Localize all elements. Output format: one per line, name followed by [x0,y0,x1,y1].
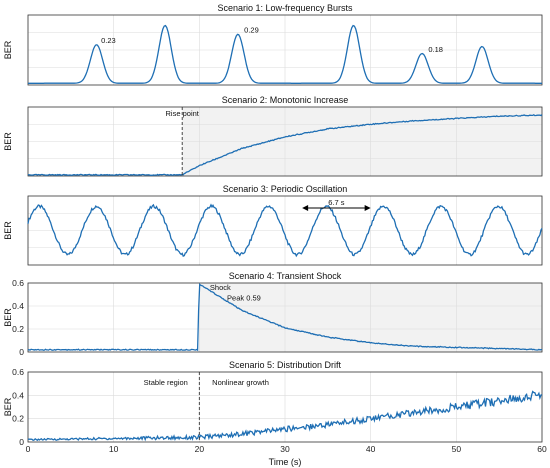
y-axis-label: BER [3,221,13,240]
region-label: Nonlinear growth [212,378,269,387]
y-tick-label: 0 [19,347,24,357]
x-tick-label: 20 [195,444,205,454]
x-axis-label: Time (s) [269,457,302,467]
y-tick-label: 0.4 [12,390,24,400]
annotation-label: Peak 0.59 [227,293,261,302]
y-tick-label: 0.6 [12,367,24,377]
series-line [27,203,543,258]
y-tick-label: 0.4 [12,301,24,311]
series-line [28,24,542,84]
panel-3: Scenario 3: Periodic Oscillation BER 6.7 s [3,184,543,266]
axes-frame [27,106,543,177]
series-line [28,390,543,442]
panel-title: Scenario 5: Distribution Drift [229,360,342,370]
period-arrow-right-head [364,205,371,211]
y-axis-label: BER [3,397,13,416]
y-axis-label: BER [3,40,13,59]
panel-4: 0 0.2 0.4 0.6 Scenario 4: Transient Shock BER… [3,271,543,357]
y-tick-label: 0.6 [12,278,24,288]
y-axis-label: BER [3,132,13,151]
x-tick-label: 50 [452,444,462,454]
axes-frame [27,371,543,443]
y-tick-label: 0.2 [12,324,24,334]
series-line [27,283,543,352]
axes-frame [27,282,543,353]
panel-5: 0 0.2 0.4 0.6 0 10 20 30 40 50 60 Scenario 5: Distr… [3,360,547,454]
period-label: 6.7 s [328,198,345,207]
y-tick-label: 0.2 [12,414,24,424]
y-tick-label: 0 [19,437,24,447]
axes-frame [27,14,543,86]
annotation-label: 0.29 [244,26,259,35]
panel-title: Scenario 3: Periodic Oscillation [223,184,348,194]
y-axis-label: BER [3,308,13,327]
x-tick-label: 30 [280,444,290,454]
annotation-label: Shock [210,283,231,292]
panel-title: Scenario 4: Transient Shock [229,271,342,281]
x-tick-label: 10 [109,444,119,454]
series-line [27,114,543,177]
period-arrow-left-head [302,205,309,211]
annotation-label: 0.18 [428,45,443,54]
x-tick-label: 0 [26,444,31,454]
annotation-label: 0.23 [101,36,116,45]
x-tick-label: 60 [537,444,547,454]
vline-label: Rise point [166,109,200,118]
x-tick-label: 40 [366,444,376,454]
panel-title: Scenario 1: Low-frequency Bursts [217,3,353,13]
region-label: Stable region [144,378,188,387]
panel-1: Scenario 1: Low-frequency Bursts BER 0.23 0… [3,3,543,86]
axes-frame [27,195,543,266]
panel-title: Scenario 2: Monotonic Increase [222,95,349,105]
panel-2: Scenario 2: Monotonic Increase BER Rise po… [3,95,543,177]
